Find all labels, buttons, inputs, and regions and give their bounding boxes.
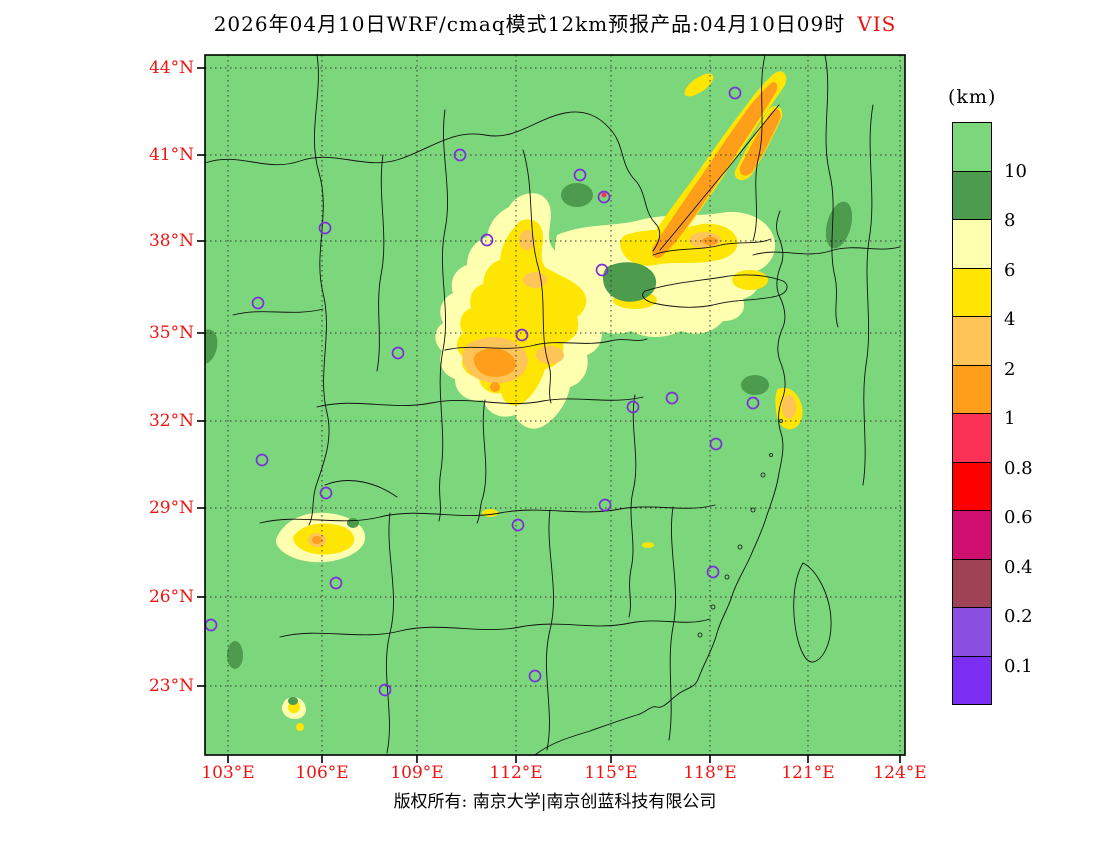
- city-marker: [378, 683, 392, 697]
- city-marker: [318, 221, 332, 235]
- city-marker: [597, 190, 611, 204]
- graticule-grid: [205, 55, 905, 755]
- legend-tick-label: 4: [1004, 309, 1016, 330]
- legend-tick-label: 10: [1004, 160, 1027, 182]
- city-marker: [665, 391, 679, 405]
- lat-tick-label: 38°N: [148, 231, 194, 251]
- legend-color-segment: [952, 316, 992, 366]
- lon-tick-label: 109°E: [390, 763, 444, 783]
- title-variable: VIS: [857, 12, 897, 36]
- lat-tick-label: 35°N: [148, 323, 194, 343]
- lat-tick-label: 41°N: [148, 145, 194, 165]
- city-marker: [706, 565, 720, 579]
- city-marker: [319, 486, 333, 500]
- lon-tick-label: 115°E: [584, 763, 638, 783]
- province-boundaries: [204, 54, 901, 756]
- legend-unit-label: (km): [948, 86, 997, 108]
- legend-color-segment: [952, 461, 992, 511]
- legend-color-segment: [952, 122, 992, 172]
- legend-tick-label: 0.1: [1004, 655, 1033, 677]
- legend-tick-label: 0.8: [1004, 457, 1033, 479]
- title-main: 2026年04月10日WRF/cmaq模式12km预报产品:04月10日09时: [213, 12, 846, 36]
- lat-tick-label: 44°N: [148, 58, 194, 78]
- legend-tick-label: 0.2: [1004, 606, 1033, 627]
- lon-tick-label: 106°E: [295, 763, 349, 783]
- lon-tick-label: 121°E: [781, 763, 835, 783]
- legend-color-segment: [952, 558, 992, 608]
- city-marker: [598, 498, 612, 512]
- lon-tick-label: 124°E: [873, 763, 927, 783]
- city-marker: [251, 296, 265, 310]
- city-markers: [204, 86, 760, 697]
- lon-tick-label: 103°E: [201, 763, 255, 783]
- legend-tick-label: 0.6: [1004, 507, 1033, 528]
- lat-tick-label: 26°N: [148, 587, 194, 607]
- legend-color-segment: [952, 219, 992, 269]
- colorbar-legend: (km) 10 8 6 4 2 1 0.8 0.6 0.4 0.2 0.1: [938, 86, 1088, 705]
- lon-tick-label: 112°E: [489, 763, 543, 783]
- city-marker: [511, 518, 525, 532]
- city-marker: [329, 576, 343, 590]
- page-title: 2026年04月10日WRF/cmaq模式12km预报产品:04月10日09时 V…: [95, 8, 1015, 37]
- coastal-islands: [697, 419, 783, 638]
- copyright-text: 版权所有: 南京大学|南京创蓝科技有限公司: [393, 792, 717, 812]
- city-marker: [528, 669, 542, 683]
- legend-color-segment: [952, 170, 992, 220]
- forecast-map-svg: [197, 54, 906, 763]
- city-marker: [255, 453, 269, 467]
- legend-color-segment: [952, 510, 992, 560]
- legend-color-segment: [952, 655, 992, 705]
- city-marker: [480, 233, 494, 247]
- legend-color-segment: [952, 413, 992, 463]
- city-marker: [453, 148, 467, 162]
- city-marker: [728, 86, 742, 100]
- legend-color-segment: [952, 364, 992, 414]
- city-marker: [515, 328, 529, 342]
- legend-tick-label: 1: [1004, 408, 1016, 429]
- lon-tick-label: 118°E: [683, 763, 737, 783]
- legend-tick-label: 2: [1004, 358, 1016, 380]
- city-marker: [595, 263, 609, 277]
- lat-tick-label: 23°N: [148, 676, 194, 696]
- legend-tick-label: 6: [1004, 259, 1016, 281]
- lat-tick-label: 29°N: [148, 498, 194, 518]
- city-marker: [626, 400, 640, 414]
- city-marker: [391, 346, 405, 360]
- legend-color-bar: 10 8 6 4 2 1 0.8 0.6 0.4 0.2 0.1: [952, 122, 1033, 705]
- legend-tick-label: 8: [1004, 210, 1016, 231]
- map-frame: [197, 54, 906, 763]
- lat-tick-label: 32°N: [148, 411, 194, 431]
- city-marker: [573, 168, 587, 182]
- legend-color-segment: [952, 267, 992, 317]
- city-marker: [746, 396, 760, 410]
- legend-tick-label: 0.4: [1004, 556, 1033, 578]
- city-marker: [709, 437, 723, 451]
- legend-color-segment: [952, 607, 992, 657]
